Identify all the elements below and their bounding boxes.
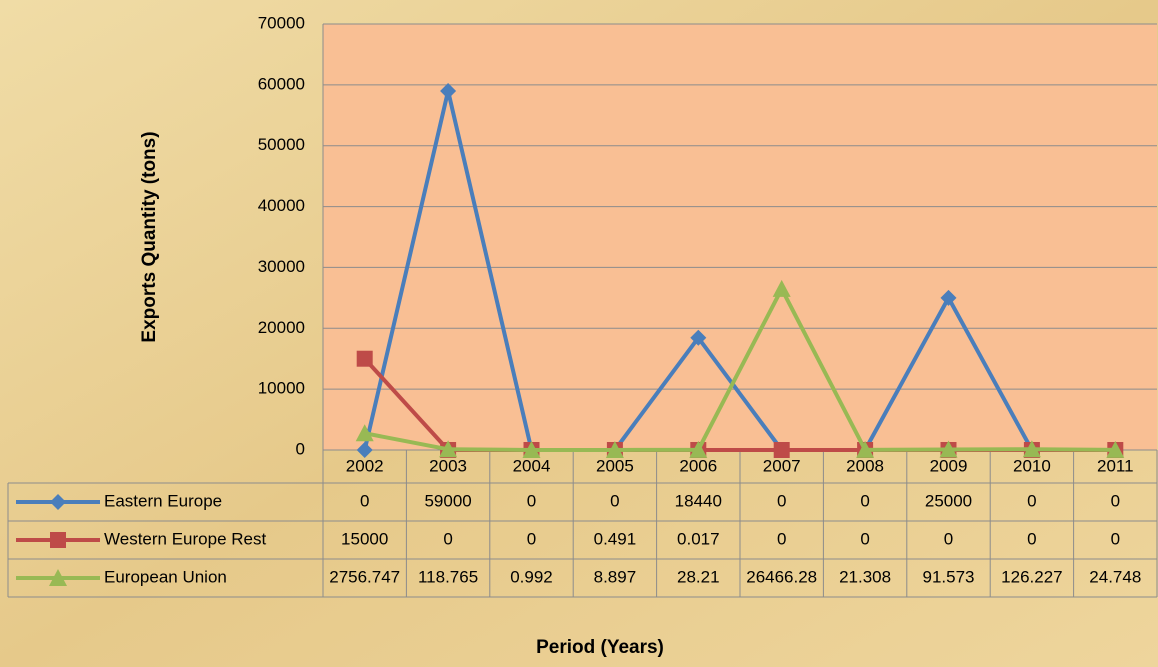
y-axis-label: Exports Quantity (tons) bbox=[139, 131, 160, 342]
x-tick-label: 2008 bbox=[846, 456, 884, 475]
x-tick-label: 2010 bbox=[1013, 456, 1051, 475]
series-line bbox=[362, 88, 1116, 452]
x-tick-label: 2006 bbox=[679, 456, 717, 475]
table-value: 0 bbox=[1027, 529, 1036, 548]
marker bbox=[605, 440, 624, 458]
table-value: 0 bbox=[777, 491, 786, 510]
table-value: 25000 bbox=[925, 491, 972, 510]
y-tick-label: 70000 bbox=[258, 13, 305, 32]
x-tick-label: 2007 bbox=[763, 456, 801, 475]
x-tick-label: 2004 bbox=[513, 456, 551, 475]
table-value: 0 bbox=[443, 529, 452, 548]
marker bbox=[356, 442, 373, 458]
marker bbox=[940, 289, 957, 306]
table-value: 0.017 bbox=[677, 529, 720, 548]
table-value: 0 bbox=[527, 491, 536, 510]
marker bbox=[939, 440, 958, 458]
y-tick-label: 60000 bbox=[258, 74, 305, 93]
table-value: 0 bbox=[944, 529, 953, 548]
table-value: 24.748 bbox=[1089, 567, 1141, 586]
y-tick-label: 30000 bbox=[258, 257, 305, 276]
table-value: 26466.28 bbox=[746, 567, 817, 586]
table-value: 28.21 bbox=[677, 567, 720, 586]
table-value: 118.765 bbox=[418, 567, 478, 586]
legend-label: Eastern Europe bbox=[104, 491, 222, 510]
table-value: 18440 bbox=[675, 491, 722, 510]
x-tick-label: 2002 bbox=[346, 456, 384, 475]
marker bbox=[50, 532, 66, 548]
x-tick-label: 2003 bbox=[429, 456, 467, 475]
y-tick-label: 40000 bbox=[258, 196, 305, 215]
plot-area bbox=[323, 24, 1157, 450]
table-value: 0 bbox=[1111, 491, 1120, 510]
table-value: 8.897 bbox=[594, 567, 637, 586]
table-value: 0.992 bbox=[510, 567, 553, 586]
marker bbox=[49, 569, 67, 586]
y-tick-label: 50000 bbox=[258, 135, 305, 154]
marker bbox=[856, 440, 875, 458]
series-line bbox=[364, 286, 1116, 452]
table-value: 59000 bbox=[424, 491, 471, 510]
marker bbox=[356, 350, 373, 367]
y-tick-label: 20000 bbox=[258, 318, 305, 337]
table-value: 0 bbox=[1111, 529, 1120, 548]
marker bbox=[439, 440, 458, 458]
table-value: 21.308 bbox=[839, 567, 891, 586]
table-value: 91.573 bbox=[923, 567, 975, 586]
x-axis-label: Period (Years) bbox=[536, 637, 664, 658]
table-value: 0 bbox=[860, 529, 869, 548]
x-tick-label: 2009 bbox=[930, 456, 968, 475]
marker bbox=[522, 440, 541, 458]
marker bbox=[355, 424, 374, 442]
table-value: 0 bbox=[610, 491, 619, 510]
table-value: 0 bbox=[1027, 491, 1036, 510]
marker bbox=[689, 440, 708, 458]
table-value: 0.491 bbox=[594, 529, 637, 548]
marker bbox=[1106, 440, 1125, 458]
table-value: 15000 bbox=[341, 529, 388, 548]
marker bbox=[50, 494, 66, 510]
marker bbox=[773, 442, 790, 458]
x-tick-label: 2005 bbox=[596, 456, 634, 475]
table-value: 0 bbox=[777, 529, 786, 548]
table-value: 126.227 bbox=[1001, 567, 1062, 586]
marker bbox=[690, 329, 707, 346]
y-tick-label: 10000 bbox=[258, 379, 305, 398]
table-value: 0 bbox=[860, 491, 869, 510]
legend-label: Western Europe Rest bbox=[104, 529, 266, 548]
y-tick-label: 0 bbox=[296, 439, 305, 458]
table-value: 0 bbox=[360, 491, 369, 510]
table-value: 2756.747 bbox=[329, 567, 400, 586]
marker bbox=[440, 82, 457, 99]
x-tick-label: 2011 bbox=[1097, 456, 1134, 475]
marker bbox=[1022, 440, 1041, 458]
legend-label: European Union bbox=[104, 567, 227, 586]
table-value: 0 bbox=[527, 529, 536, 548]
marker bbox=[772, 279, 791, 297]
